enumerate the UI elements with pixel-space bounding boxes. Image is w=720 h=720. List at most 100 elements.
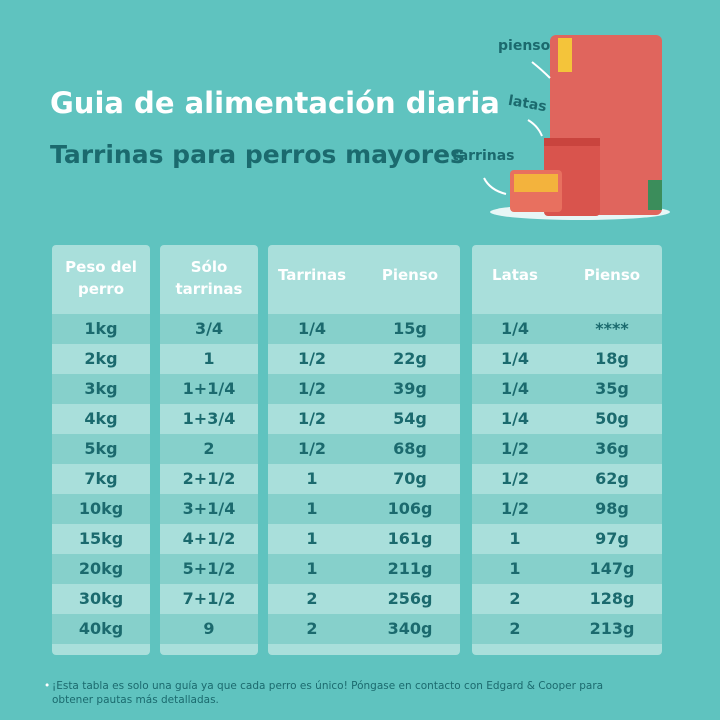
row-band	[160, 314, 258, 344]
column-header: Tarrinas	[277, 266, 347, 284]
column-header: Pienso	[583, 266, 641, 284]
table-cell: 2	[509, 619, 521, 638]
row-band	[52, 434, 150, 464]
table-cell: 1+3/4	[182, 409, 236, 428]
table-cell: 1/2	[297, 349, 327, 368]
row-band	[160, 434, 258, 464]
table-cell: 20kg	[78, 559, 124, 578]
table-cell: 22g	[393, 349, 427, 368]
table-cell: 39g	[393, 379, 427, 398]
row-band	[160, 494, 258, 524]
table-cell: 97g	[595, 529, 629, 548]
table-cell: 1	[306, 469, 318, 488]
row-band	[472, 374, 662, 404]
table-cell: 15g	[393, 319, 427, 338]
table-cell: 9	[203, 619, 215, 638]
table-cell: 213g	[589, 619, 635, 638]
table-cell: 1	[306, 529, 318, 548]
table-cell: 1/2	[500, 469, 530, 488]
table-cell: 161g	[387, 529, 433, 548]
footnote: ¡Esta tabla es solo una guía ya que cada…	[44, 679, 612, 707]
table-cell: 1/2	[297, 439, 327, 458]
table-cell: 1/4	[500, 349, 530, 368]
table-cell: 3/4	[194, 319, 224, 338]
table-cell: 1	[306, 499, 318, 518]
table-cell: 2	[306, 589, 318, 608]
table-cell: 1/2	[500, 499, 530, 518]
table-cell: 70g	[393, 469, 427, 488]
row-band	[472, 494, 662, 524]
table-cell: 2	[509, 589, 521, 608]
table-cell: 1/4	[500, 319, 530, 338]
table-cell: 1/2	[297, 379, 327, 398]
table-cell: 62g	[595, 469, 629, 488]
table-cell: 4kg	[84, 409, 118, 428]
table-cell: 15kg	[78, 529, 124, 548]
table-cell: 1+1/4	[182, 379, 236, 398]
tray-label: tarrinas	[452, 148, 515, 164]
table-cell: 2	[203, 439, 215, 458]
row-band	[268, 434, 460, 464]
table-cell: 1/2	[500, 439, 530, 458]
column-header: Peso del perro	[65, 258, 137, 298]
table-cell: 1/4	[500, 409, 530, 428]
row-band	[268, 554, 460, 584]
row-band	[472, 554, 662, 584]
table-cell: 50g	[595, 409, 629, 428]
row-band	[52, 494, 150, 524]
column-header: Latas	[492, 266, 538, 284]
row-band	[472, 614, 662, 644]
table-cell: 30kg	[78, 589, 124, 608]
table-cell: 256g	[387, 589, 433, 608]
row-band	[268, 494, 460, 524]
table-cell: 106g	[387, 499, 433, 518]
table-cell: 7+1/2	[182, 589, 236, 608]
table-cell: 1	[509, 529, 521, 548]
table-cell: 1	[306, 559, 318, 578]
row-band	[268, 374, 460, 404]
table-cell: 18g	[595, 349, 629, 368]
table-cell: 1/4	[500, 379, 530, 398]
table-cell: 1	[203, 349, 215, 368]
row-band	[52, 554, 150, 584]
table-cell: 340g	[387, 619, 433, 638]
table-cell: 2	[306, 619, 318, 638]
table-cell: 2kg	[84, 349, 118, 368]
table-cell: 1/2	[297, 409, 327, 428]
bag-label: pienso	[498, 38, 551, 54]
table-cell: 35g	[595, 379, 629, 398]
row-band	[52, 614, 150, 644]
table-cell: 40kg	[78, 619, 124, 638]
table-cell: ****	[595, 319, 629, 338]
row-band	[472, 434, 662, 464]
table-cell: 3+1/4	[182, 499, 236, 518]
table-cell: 1kg	[84, 319, 118, 338]
row-band	[268, 614, 460, 644]
table-cell: 147g	[589, 559, 635, 578]
table-cell: 7kg	[84, 469, 118, 488]
column-header: Pienso	[381, 266, 439, 284]
table-cell: 1	[509, 559, 521, 578]
row-band	[160, 554, 258, 584]
column-header: Sólo tarrinas	[175, 258, 243, 298]
subtitle: Tarrinas para perros mayores	[50, 140, 465, 169]
row-band	[160, 374, 258, 404]
title: Guia de alimentación diaria	[50, 86, 500, 120]
table-cell: 68g	[393, 439, 427, 458]
table-cell: 54g	[393, 409, 427, 428]
row-band	[268, 314, 460, 344]
table-cell: 5+1/2	[182, 559, 236, 578]
product-illustration	[483, 35, 670, 220]
table-cell: 5kg	[84, 439, 118, 458]
table-cell: 128g	[589, 589, 635, 608]
row-band	[52, 314, 150, 344]
row-band	[160, 614, 258, 644]
table-cell: 36g	[595, 439, 629, 458]
table-cell: 2+1/2	[182, 469, 236, 488]
table-cell: 4+1/2	[182, 529, 236, 548]
table-cell: 10kg	[78, 499, 124, 518]
table-cell: 1/4	[297, 319, 327, 338]
table-cell: 211g	[387, 559, 433, 578]
table-cell: 3kg	[84, 379, 118, 398]
